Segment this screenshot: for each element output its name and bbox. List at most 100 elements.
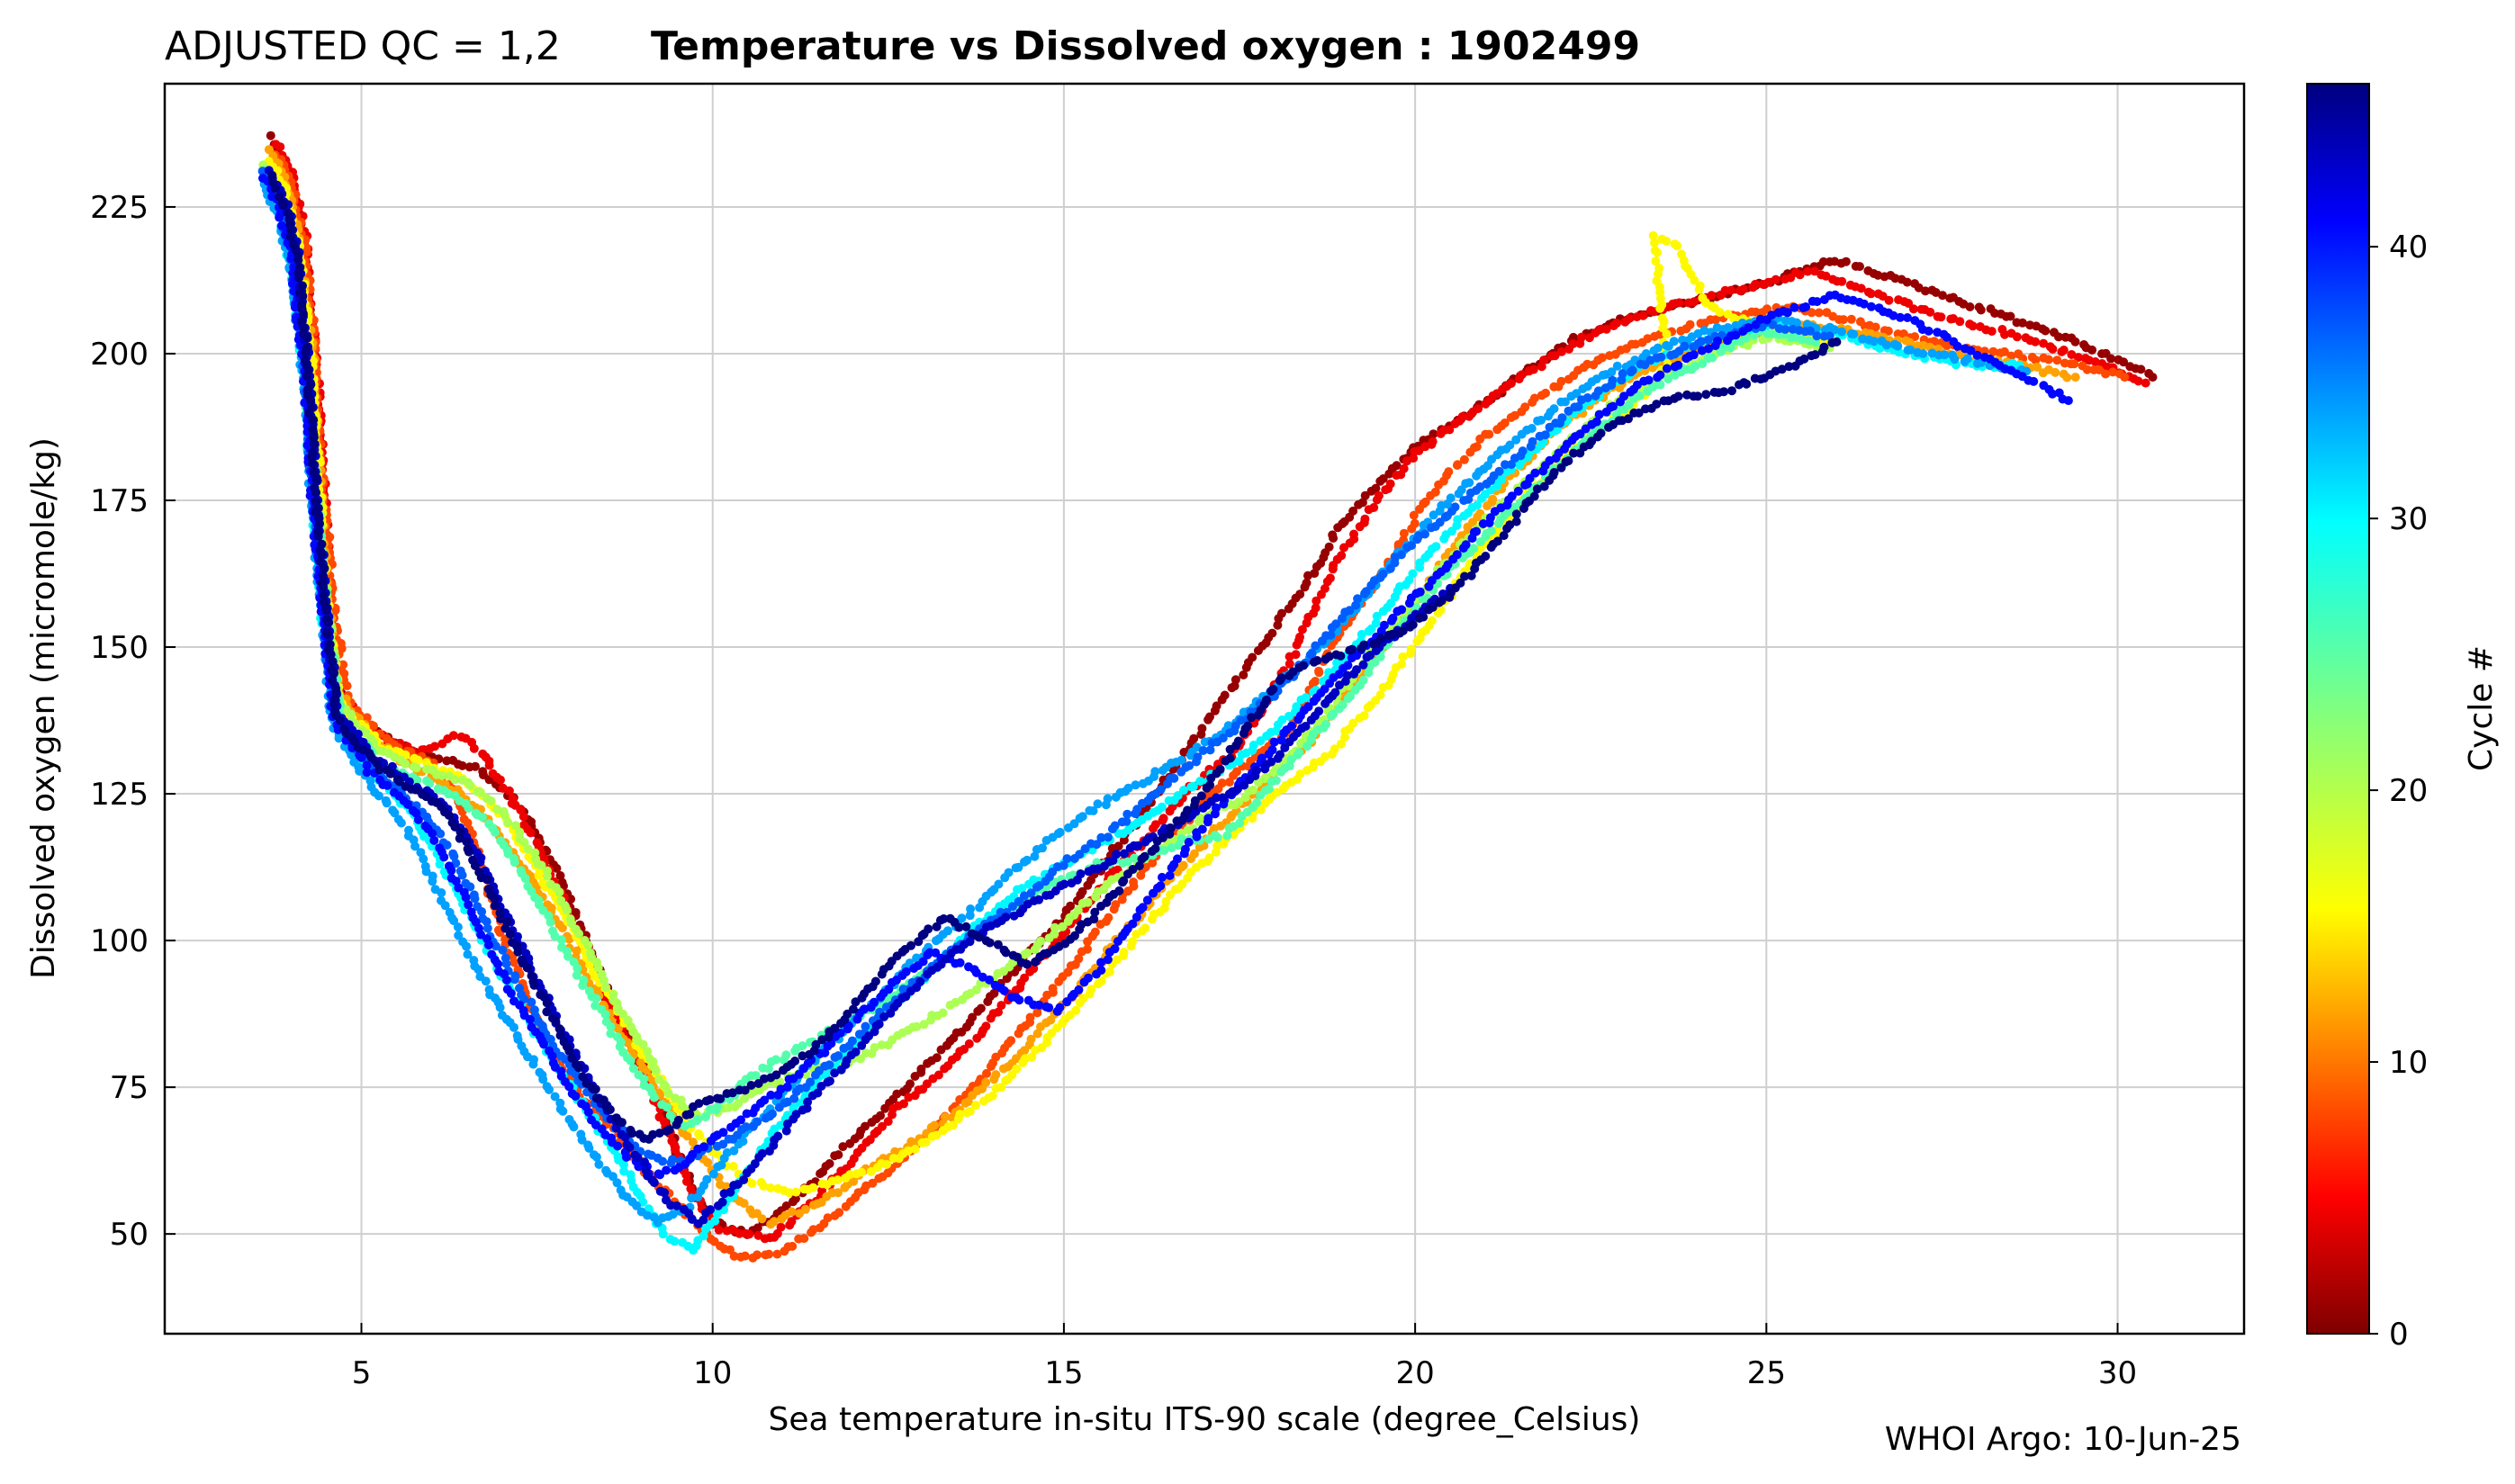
data-point [861, 1121, 870, 1131]
data-point [555, 871, 565, 880]
data-point [739, 1093, 749, 1103]
data-point [1059, 860, 1068, 870]
data-point [1048, 984, 1058, 994]
data-point [2148, 373, 2158, 382]
data-point [1379, 620, 1389, 630]
data-point [2119, 357, 2129, 367]
data-point [1723, 323, 1733, 332]
data-point [734, 1099, 744, 1109]
data-point [1528, 364, 1538, 374]
data-point [1223, 721, 1233, 731]
data-point [1397, 660, 1407, 670]
data-point [2039, 338, 2049, 348]
data-point [1321, 751, 1330, 761]
data-point [1763, 277, 1773, 287]
data-point [1311, 677, 1321, 686]
data-point [1771, 274, 1780, 284]
data-point [484, 940, 493, 950]
data-point [955, 958, 965, 967]
data-point [1513, 486, 1523, 496]
data-point [469, 743, 479, 753]
data-point [1694, 284, 1704, 294]
data-point [931, 948, 941, 958]
data-point [878, 1121, 887, 1131]
data-point [1156, 785, 1166, 795]
data-point [1257, 753, 1267, 763]
data-point [776, 1120, 786, 1130]
data-point [1494, 466, 1504, 476]
data-point [1230, 675, 1240, 685]
data-point [334, 733, 344, 743]
data-point [1195, 813, 1205, 823]
data-point [1177, 879, 1187, 889]
data-point [453, 922, 463, 932]
data-point [744, 1229, 754, 1239]
data-point [1178, 860, 1188, 870]
data-point [2108, 367, 2118, 377]
data-point [1662, 364, 1672, 373]
data-point [1150, 820, 1160, 830]
data-point [682, 1176, 691, 1186]
data-point [477, 907, 487, 916]
data-point [302, 247, 311, 257]
data-point [639, 1074, 649, 1084]
data-point [1805, 326, 1815, 336]
data-point [1104, 913, 1113, 922]
data-point [955, 1110, 965, 1120]
data-point [428, 877, 437, 886]
data-point [1328, 530, 1338, 540]
data-point [2007, 358, 2017, 368]
data-point [987, 1091, 997, 1101]
data-point [1696, 337, 1706, 346]
data-point [1295, 769, 1305, 779]
data-point [1556, 346, 1566, 356]
data-point [764, 1249, 774, 1259]
data-point [2031, 337, 2041, 346]
data-point [1607, 367, 1617, 377]
data-point [413, 814, 423, 824]
data-point [484, 760, 494, 770]
data-point [1361, 587, 1371, 597]
data-point [594, 1159, 604, 1169]
data-point [1803, 266, 1813, 276]
data-point [1517, 370, 1527, 380]
data-point [1825, 331, 1834, 341]
data-point [1185, 760, 1194, 770]
data-point [509, 975, 519, 985]
data-point [362, 768, 372, 778]
data-point [491, 828, 500, 837]
data-point [440, 901, 450, 911]
data-point [1203, 814, 1213, 823]
data-point [526, 828, 536, 838]
data-point [1431, 542, 1441, 552]
data-point [1918, 349, 1928, 358]
data-point [1189, 849, 1199, 859]
data-point [564, 1082, 574, 1092]
data-point [1104, 832, 1113, 842]
data-point [626, 1056, 636, 1066]
data-point [1103, 955, 1113, 965]
data-point [918, 957, 928, 967]
data-point [1337, 551, 1347, 561]
data-point [1321, 719, 1330, 729]
data-point [982, 1068, 991, 1078]
data-point [964, 1039, 974, 1048]
data-point [1638, 310, 1648, 320]
data-point [1222, 831, 1232, 841]
data-point [1457, 412, 1467, 421]
data-point [1582, 393, 1592, 402]
data-point [825, 1159, 834, 1168]
data-point [682, 1131, 692, 1141]
data-point [463, 949, 473, 959]
data-point [957, 913, 967, 923]
data-point [2141, 378, 2150, 388]
data-point [536, 860, 546, 870]
data-point [747, 1179, 757, 1188]
data-point [464, 804, 473, 813]
data-point [1726, 343, 1735, 353]
data-point [1856, 283, 1866, 293]
data-point [1938, 291, 1947, 301]
data-point [1286, 755, 1296, 764]
data-point [509, 858, 519, 868]
data-point [1539, 355, 1548, 365]
